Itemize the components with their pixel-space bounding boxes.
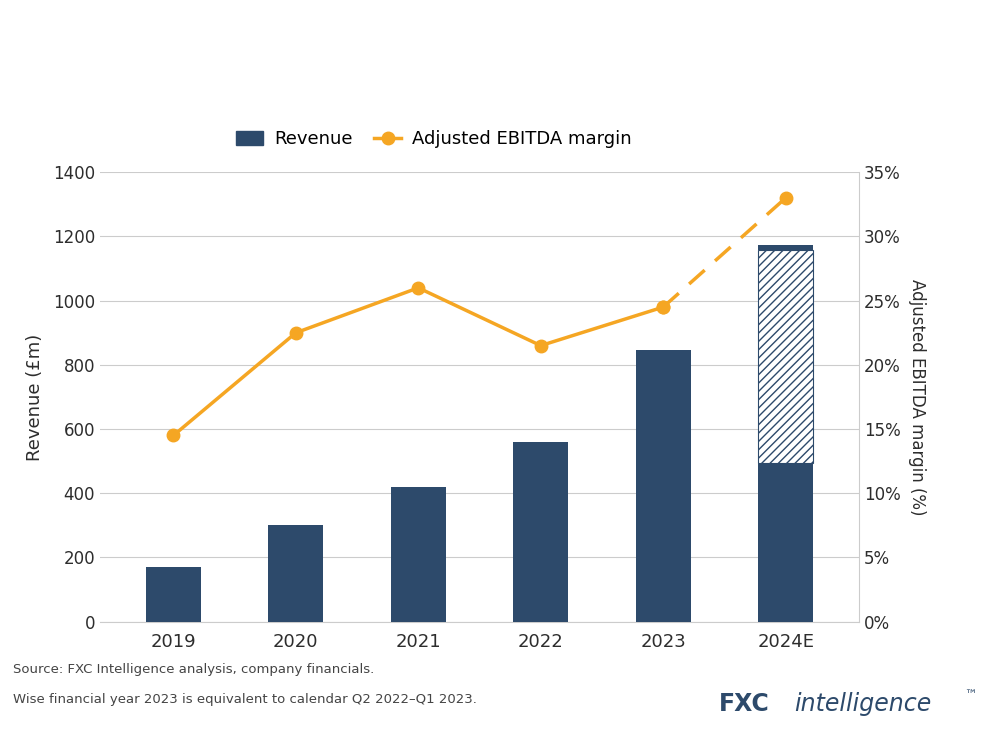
Bar bbox=[758, 249, 813, 463]
Text: Wise yearly revenue and adj. EBITDA margin, financial 2020-2023 and 2024E: Wise yearly revenue and adj. EBITDA marg… bbox=[13, 92, 767, 111]
Bar bbox=[758, 463, 813, 622]
Y-axis label: Revenue (£m): Revenue (£m) bbox=[26, 333, 45, 461]
Text: ™: ™ bbox=[964, 688, 977, 702]
Bar bbox=[391, 487, 446, 622]
Text: intelligence: intelligence bbox=[794, 692, 931, 716]
Bar bbox=[269, 525, 324, 622]
Bar bbox=[513, 442, 568, 622]
Bar bbox=[635, 350, 690, 622]
Text: FXC: FXC bbox=[719, 692, 770, 716]
Y-axis label: Adjusted EBITDA margin (%): Adjusted EBITDA margin (%) bbox=[908, 279, 926, 515]
Legend: Revenue, Adjusted EBITDA margin: Revenue, Adjusted EBITDA margin bbox=[229, 123, 639, 155]
Bar bbox=[758, 245, 813, 249]
Text: Wise financial year 2023 is equivalent to calendar Q2 2022–Q1 2023.: Wise financial year 2023 is equivalent t… bbox=[13, 693, 477, 706]
Bar bbox=[146, 567, 201, 622]
Text: Wise increases FY 2024 revenue projections: Wise increases FY 2024 revenue projectio… bbox=[13, 28, 845, 62]
Text: Source: FXC Intelligence analysis, company financials.: Source: FXC Intelligence analysis, compa… bbox=[13, 663, 375, 676]
